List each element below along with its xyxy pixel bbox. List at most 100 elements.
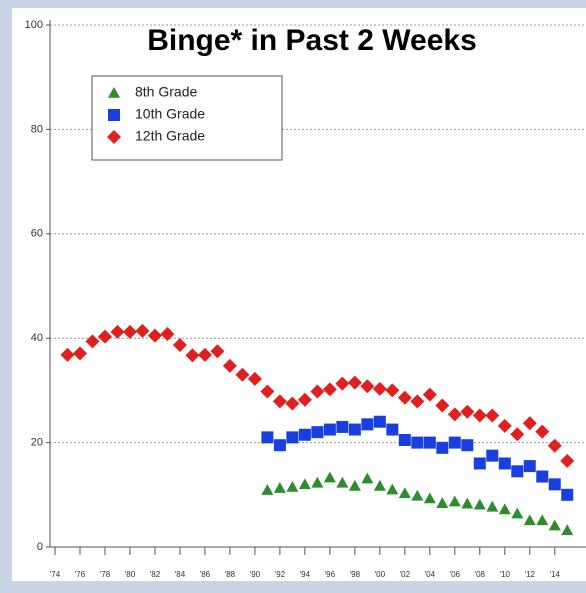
marker (447, 407, 462, 422)
marker (436, 441, 449, 454)
marker (147, 328, 162, 343)
marker (385, 383, 400, 398)
marker (311, 426, 324, 439)
marker (548, 519, 561, 531)
marker (448, 436, 461, 449)
marker (485, 408, 500, 423)
marker (222, 358, 237, 373)
x-tick-label: '94 (300, 570, 311, 579)
x-tick-label: '06 (450, 570, 461, 579)
x-tick-label: '92 (275, 570, 286, 579)
marker (348, 479, 361, 491)
marker (498, 457, 511, 470)
marker (261, 484, 274, 495)
marker (448, 495, 461, 507)
marker (547, 438, 562, 453)
x-tick-label: '14 (550, 570, 561, 579)
marker (197, 347, 212, 362)
marker (160, 327, 175, 342)
x-tick-label: '76 (75, 570, 86, 579)
x-tick-label: '96 (325, 570, 336, 579)
marker (336, 476, 349, 488)
x-tick-label: '02 (400, 570, 411, 579)
legend-box (91, 75, 283, 161)
marker (360, 379, 375, 394)
marker (286, 431, 299, 444)
marker (435, 398, 450, 413)
legend-label: 12th Grade (135, 128, 205, 144)
marker (322, 382, 337, 397)
marker (298, 478, 311, 490)
marker (285, 396, 300, 411)
marker (436, 497, 449, 508)
marker (461, 439, 474, 452)
marker (423, 436, 436, 449)
marker (348, 423, 361, 436)
x-tick-label: '12 (525, 570, 536, 579)
marker (85, 334, 100, 349)
marker (273, 439, 286, 452)
x-tick-label: '80 (125, 570, 136, 579)
marker (523, 460, 536, 473)
x-tick-label: '86 (200, 570, 211, 579)
marker (561, 488, 574, 501)
marker (411, 436, 424, 449)
x-tick-label: '08 (475, 570, 486, 579)
marker (210, 344, 225, 359)
chart-title: Binge* in Past 2 Weeks (147, 24, 477, 57)
legend-label: 10th Grade (135, 106, 205, 122)
y-tick-label: 80 (31, 123, 43, 135)
marker (235, 367, 250, 382)
marker (536, 470, 549, 483)
marker (361, 418, 374, 431)
x-tick-label: '90 (250, 570, 261, 579)
marker (60, 347, 75, 362)
marker (510, 427, 525, 442)
marker (272, 394, 287, 409)
x-tick-label: '00 (375, 570, 386, 579)
marker (397, 390, 412, 405)
x-tick-label: '10 (500, 570, 511, 579)
marker (261, 431, 274, 444)
legend-label: 8th Grade (135, 84, 197, 100)
marker (347, 375, 362, 390)
marker (422, 387, 437, 402)
marker (498, 503, 511, 515)
marker (97, 329, 112, 344)
marker (108, 87, 120, 98)
marker (247, 371, 262, 386)
marker (122, 324, 137, 339)
marker (172, 337, 187, 352)
marker (497, 418, 512, 433)
x-tick-label: '78 (100, 570, 111, 579)
marker (135, 323, 150, 338)
marker (335, 376, 350, 391)
x-tick-label: '82 (150, 570, 161, 579)
marker (548, 478, 561, 491)
marker (386, 423, 399, 436)
marker (536, 514, 549, 526)
marker (486, 449, 499, 462)
marker (72, 346, 87, 361)
y-tick-label: 0 (37, 541, 43, 553)
marker (107, 130, 121, 144)
marker (472, 408, 487, 423)
marker (522, 416, 537, 431)
marker (110, 324, 125, 339)
marker (273, 482, 286, 493)
marker (336, 420, 349, 433)
marker (511, 507, 524, 519)
x-tick-label: '98 (350, 570, 361, 579)
marker (561, 524, 574, 536)
marker (523, 514, 536, 526)
marker (108, 109, 120, 121)
marker (473, 457, 486, 470)
x-tick-label: '04 (425, 570, 436, 579)
marker (373, 415, 386, 428)
marker (260, 384, 275, 399)
marker (410, 394, 425, 409)
y-tick-label: 20 (31, 437, 43, 449)
marker (297, 392, 312, 407)
marker (361, 472, 374, 484)
